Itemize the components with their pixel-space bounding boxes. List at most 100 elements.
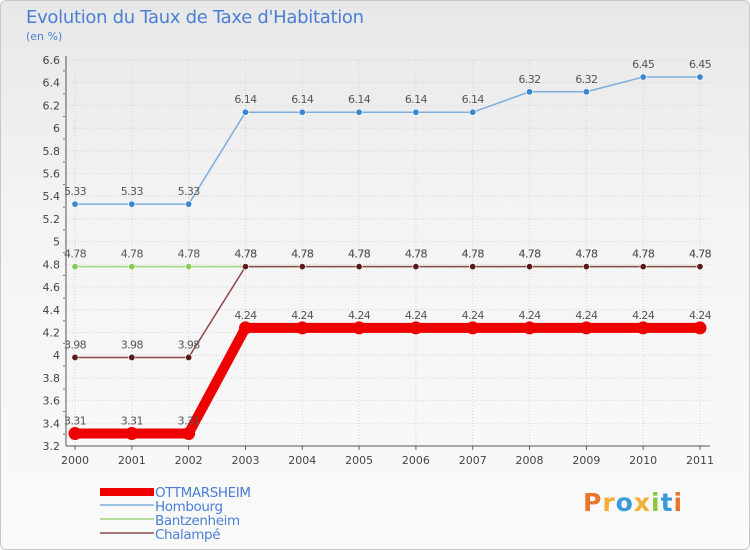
x-tick-label: 2010 xyxy=(629,454,657,467)
series-line-hombourg xyxy=(74,76,701,205)
data-label-hombourg: 6.45 xyxy=(632,58,655,71)
y-tick-label: 3.4 xyxy=(43,417,61,430)
data-point-ottmarsheim xyxy=(466,321,480,335)
data-label-hombourg: 6.32 xyxy=(518,73,540,86)
data-point-bantzenheim xyxy=(71,263,79,271)
data-label-bantzenheim: 4.78 xyxy=(121,248,144,261)
data-point-hombourg xyxy=(185,200,193,208)
data-label-chalamp: 4.78 xyxy=(518,248,541,261)
chart-subtitle: (en %) xyxy=(26,30,63,43)
data-label-ottmarsheim: 3.31 xyxy=(178,415,200,428)
data-label-ottmarsheim: 4.24 xyxy=(291,309,314,322)
data-label-bantzenheim: 4.78 xyxy=(405,248,428,261)
data-label-bantzenheim: 4.78 xyxy=(575,248,598,261)
legend: OTTMARSHEIM Hombourg Bantzenheim Chalamp… xyxy=(100,485,360,543)
data-label-bantzenheim: 4.78 xyxy=(518,248,541,261)
data-point-bantzenheim xyxy=(128,263,136,271)
y-tick-label: 5.6 xyxy=(43,168,61,181)
data-label-hombourg: 6.14 xyxy=(291,93,314,106)
legend-label: Hombourg xyxy=(155,499,223,515)
data-label-ottmarsheim: 4.24 xyxy=(632,309,655,322)
y-tick-label: 6 xyxy=(53,122,60,135)
data-point-ottmarsheim xyxy=(352,321,366,335)
data-label-bantzenheim: 4.78 xyxy=(462,248,485,261)
data-label-chalamp: 3.98 xyxy=(64,338,87,351)
data-point-hombourg xyxy=(469,108,477,116)
y-tick-label: 3.2 xyxy=(43,440,61,453)
data-point-hombourg xyxy=(355,108,363,116)
data-label-chalamp: 4.78 xyxy=(405,248,428,261)
data-point-chalamp xyxy=(696,263,704,271)
y-axis: 3.2 3.4 3.6 3.8 4 4.2 4.4 4.6 4.8 5 5.2 5.4 5.6 5.8 6 6… xyxy=(43,54,67,458)
legend-label: OTTMARSHEIM xyxy=(155,485,251,501)
data-label-hombourg: 6.14 xyxy=(234,93,257,106)
data-label-bantzenheim: 4.78 xyxy=(178,248,201,261)
data-label-chalamp: 3.98 xyxy=(121,338,144,351)
y-tick-label: 4.4 xyxy=(43,304,61,317)
data-label-bantzenheim: 4.78 xyxy=(689,248,712,261)
data-label-hombourg: 5.33 xyxy=(178,185,201,198)
proxiti-logo: Proxiti xyxy=(583,488,683,517)
logo-letter: i xyxy=(673,488,684,517)
data-label-chalamp: 3.98 xyxy=(178,338,201,351)
data-point-ottmarsheim xyxy=(636,321,650,335)
data-label-ottmarsheim: 4.24 xyxy=(689,309,712,322)
legend-item-chalampe: Chalampé xyxy=(100,527,360,543)
x-tick-label: 2008 xyxy=(516,454,544,467)
data-label-chalamp: 4.78 xyxy=(291,248,314,261)
data-label-hombourg: 6.32 xyxy=(575,73,597,86)
data-point-hombourg xyxy=(412,108,420,116)
data-label-ottmarsheim: 3.31 xyxy=(121,415,143,428)
data-point-hombourg xyxy=(298,108,306,116)
series-line-chalamp xyxy=(74,265,701,359)
legend-item-hombourg: Hombourg xyxy=(100,499,360,515)
data-label-ottmarsheim: 4.24 xyxy=(575,309,598,322)
data-point-ottmarsheim xyxy=(579,321,593,335)
data-point-chalamp xyxy=(469,263,477,271)
data-point-chalamp xyxy=(582,263,590,271)
data-label-bantzenheim: 4.78 xyxy=(64,248,87,261)
data-point-hombourg xyxy=(71,200,79,208)
x-axis: 2000 2001 2002 2003 2004 2005 2006 2007 2008 2009… xyxy=(61,445,714,467)
x-tick-label: 2011 xyxy=(686,454,714,467)
x-tick-label: 2001 xyxy=(118,454,146,467)
data-point-hombourg xyxy=(128,200,136,208)
data-label-bantzenheim: 4.78 xyxy=(348,248,371,261)
data-point-ottmarsheim xyxy=(238,321,252,335)
y-tick-label: 6.6 xyxy=(43,54,61,67)
x-tick-label: 2006 xyxy=(402,454,430,467)
chart-title: Evolution du Taux de Taxe d'Habitation xyxy=(26,7,364,28)
x-tick-label: 2002 xyxy=(175,454,203,467)
data-point-chalamp xyxy=(355,263,363,271)
logo-letter: o xyxy=(615,488,634,517)
data-point-chalamp xyxy=(639,263,647,271)
data-point-chalamp xyxy=(412,263,420,271)
y-tick-label: 5 xyxy=(53,236,60,249)
data-point-chalamp xyxy=(526,263,534,271)
data-label-ottmarsheim: 4.24 xyxy=(518,309,541,322)
data-point-hombourg xyxy=(639,73,647,81)
y-tick-label: 3.8 xyxy=(43,372,61,385)
series-line-ottmarsheim xyxy=(70,322,705,439)
legend-item-bantzenheim: Bantzenheim xyxy=(100,513,360,529)
y-tick-label: 4.6 xyxy=(43,281,61,294)
legend-label: Chalampé xyxy=(155,527,221,543)
data-label-hombourg: 5.33 xyxy=(121,185,144,198)
data-point-chalamp xyxy=(185,353,193,361)
data-label-ottmarsheim: 4.24 xyxy=(234,309,257,322)
data-label-bantzenheim: 4.78 xyxy=(632,248,655,261)
data-point-hombourg xyxy=(582,88,590,96)
y-tick-label: 4.8 xyxy=(43,258,61,271)
data-point-bantzenheim xyxy=(185,263,193,271)
data-point-chalamp xyxy=(298,263,306,271)
x-tick-label: 2007 xyxy=(459,454,487,467)
data-label-ottmarsheim: 3.31 xyxy=(64,415,86,428)
data-label-chalamp: 4.78 xyxy=(462,248,485,261)
y-tick-label: 4.2 xyxy=(43,326,61,339)
grid xyxy=(66,59,710,447)
data-label-ottmarsheim: 4.24 xyxy=(462,309,485,322)
data-label-hombourg: 5.33 xyxy=(64,185,87,198)
y-tick-label: 5.4 xyxy=(43,190,61,203)
y-tick-label: 5.8 xyxy=(43,145,61,158)
